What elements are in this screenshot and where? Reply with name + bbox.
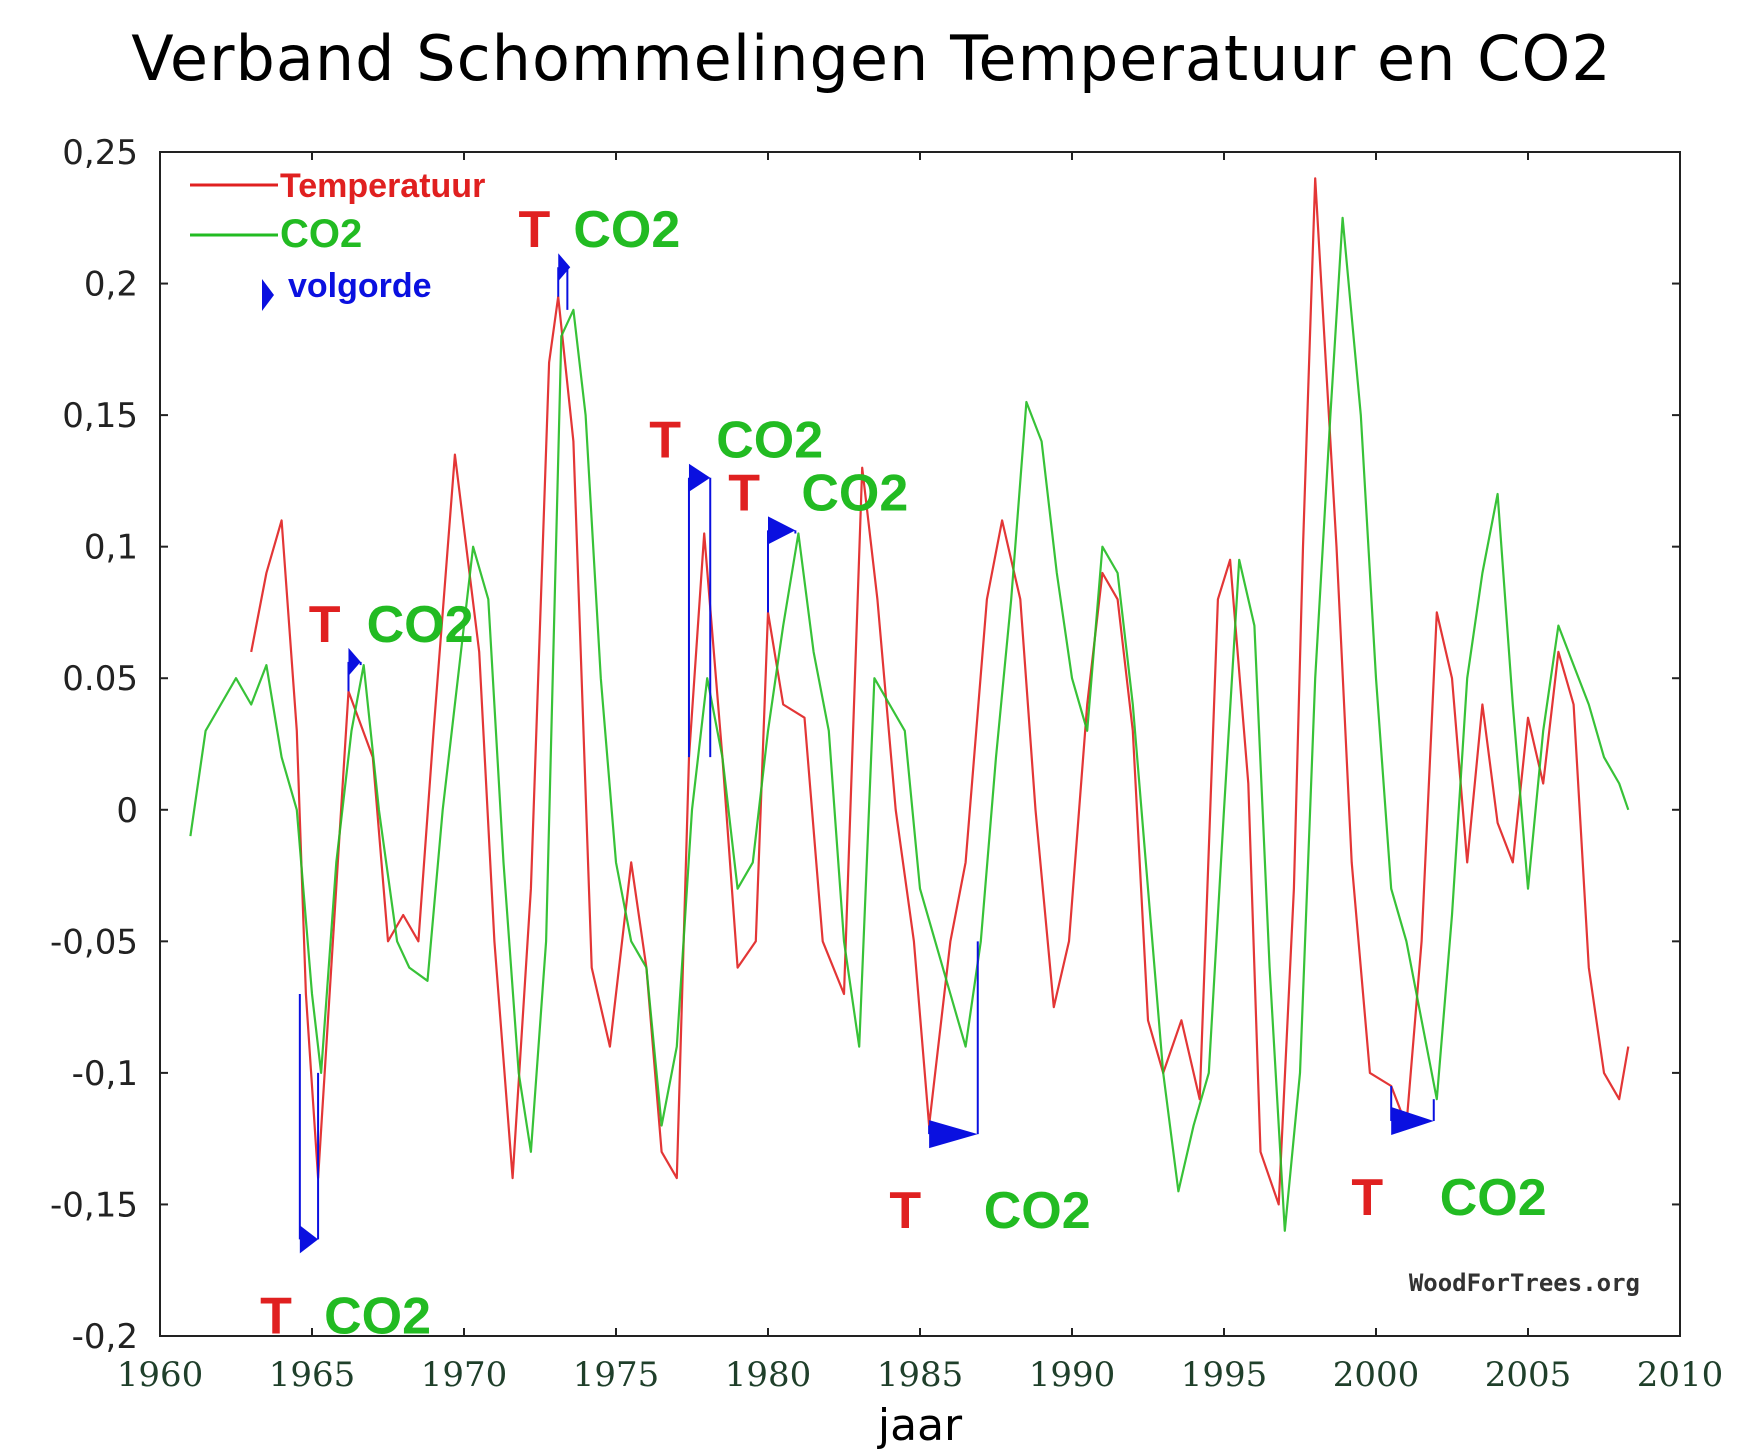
- x-tick-label: 2010: [1637, 1355, 1724, 1395]
- annotation-co2-label: CO2: [716, 412, 823, 470]
- x-tick-label: 2005: [1485, 1355, 1572, 1395]
- sequence-arrow: [688, 463, 711, 492]
- watermark: WoodForTrees.org: [1409, 1269, 1640, 1297]
- annotation-t-label: T: [260, 1287, 292, 1345]
- axis-ticks: 0,250,20,150,10.050-0,05-0,1-0,15-0,2196…: [50, 133, 1723, 1395]
- y-tick-label: 0,2: [84, 265, 138, 305]
- annotation-co2-label: CO2: [801, 464, 908, 522]
- sequence-arrow: [768, 516, 796, 545]
- y-tick-label: 0,25: [62, 133, 138, 173]
- plot-frame: [159, 151, 1681, 1337]
- sequence-annotation: T CO2: [1351, 1086, 1547, 1227]
- series-line-co2: [189, 216, 1630, 1232]
- sequence-annotation: T CO2: [309, 596, 474, 692]
- legend: Temperatuur CO2 volgorde: [190, 167, 485, 311]
- y-tick-label: 0: [116, 791, 138, 831]
- annotation-t-label: T: [728, 464, 760, 522]
- sequence-arrow: [558, 253, 571, 282]
- sequence-annotation: T CO2: [889, 941, 1091, 1240]
- y-tick-label: 0,1: [84, 528, 138, 568]
- y-tick-label: -0,2: [72, 1317, 138, 1357]
- sequence-arrow: [1391, 1106, 1434, 1135]
- x-tick-label: 1990: [1029, 1355, 1116, 1395]
- x-axis-label: jaar: [877, 1400, 963, 1451]
- y-tick-label: -0,05: [50, 922, 138, 962]
- x-tick-label: 1995: [1181, 1355, 1268, 1395]
- y-tick-label: 0,15: [62, 396, 138, 436]
- x-tick-label: 1965: [269, 1355, 356, 1395]
- annotation-co2-label: CO2: [1440, 1169, 1547, 1227]
- annotation-t-label: T: [649, 412, 681, 470]
- annotation-t-label: T: [1351, 1169, 1383, 1227]
- legend-label: Temperatuur: [280, 167, 485, 205]
- annotation-co2-label: CO2: [367, 596, 474, 654]
- annotation-co2-label: CO2: [324, 1287, 431, 1345]
- annotation-co2-label: CO2: [573, 201, 680, 259]
- series-line-temperatuur: [250, 177, 1630, 1206]
- x-tick-label: 2000: [1333, 1355, 1420, 1395]
- sequence-annotation: T CO2: [260, 993, 431, 1345]
- series-layer: [189, 177, 1630, 1232]
- sequence-annotation: T CO2: [518, 201, 680, 310]
- annotation-t-label: T: [309, 596, 341, 654]
- legend-arrow-icon: [262, 279, 274, 311]
- x-tick-label: 1985: [877, 1355, 964, 1395]
- x-tick-label: 1970: [421, 1355, 508, 1395]
- y-tick-label: -0,15: [50, 1185, 138, 1225]
- annotation-t-label: T: [518, 201, 550, 259]
- x-tick-label: 1980: [725, 1355, 812, 1395]
- annotation-co2-label: CO2: [984, 1182, 1091, 1240]
- y-tick-label: -0,1: [72, 1054, 138, 1094]
- legend-label: volgorde: [288, 267, 432, 305]
- sequence-arrow: [348, 647, 361, 676]
- y-tick-label: 0.05: [62, 659, 138, 699]
- sequence-arrow: [299, 1225, 319, 1254]
- sequence-annotation: T CO2: [728, 464, 908, 613]
- legend-label: CO2: [280, 212, 362, 256]
- sequence-arrow: [929, 1120, 978, 1149]
- x-tick-label: 1960: [117, 1355, 204, 1395]
- sequence-annotation: T CO2: [649, 412, 823, 758]
- x-tick-label: 1975: [573, 1355, 660, 1395]
- chart-title: Verband Schommelingen Temperatuur en CO2: [131, 22, 1612, 95]
- annotation-t-label: T: [889, 1182, 921, 1240]
